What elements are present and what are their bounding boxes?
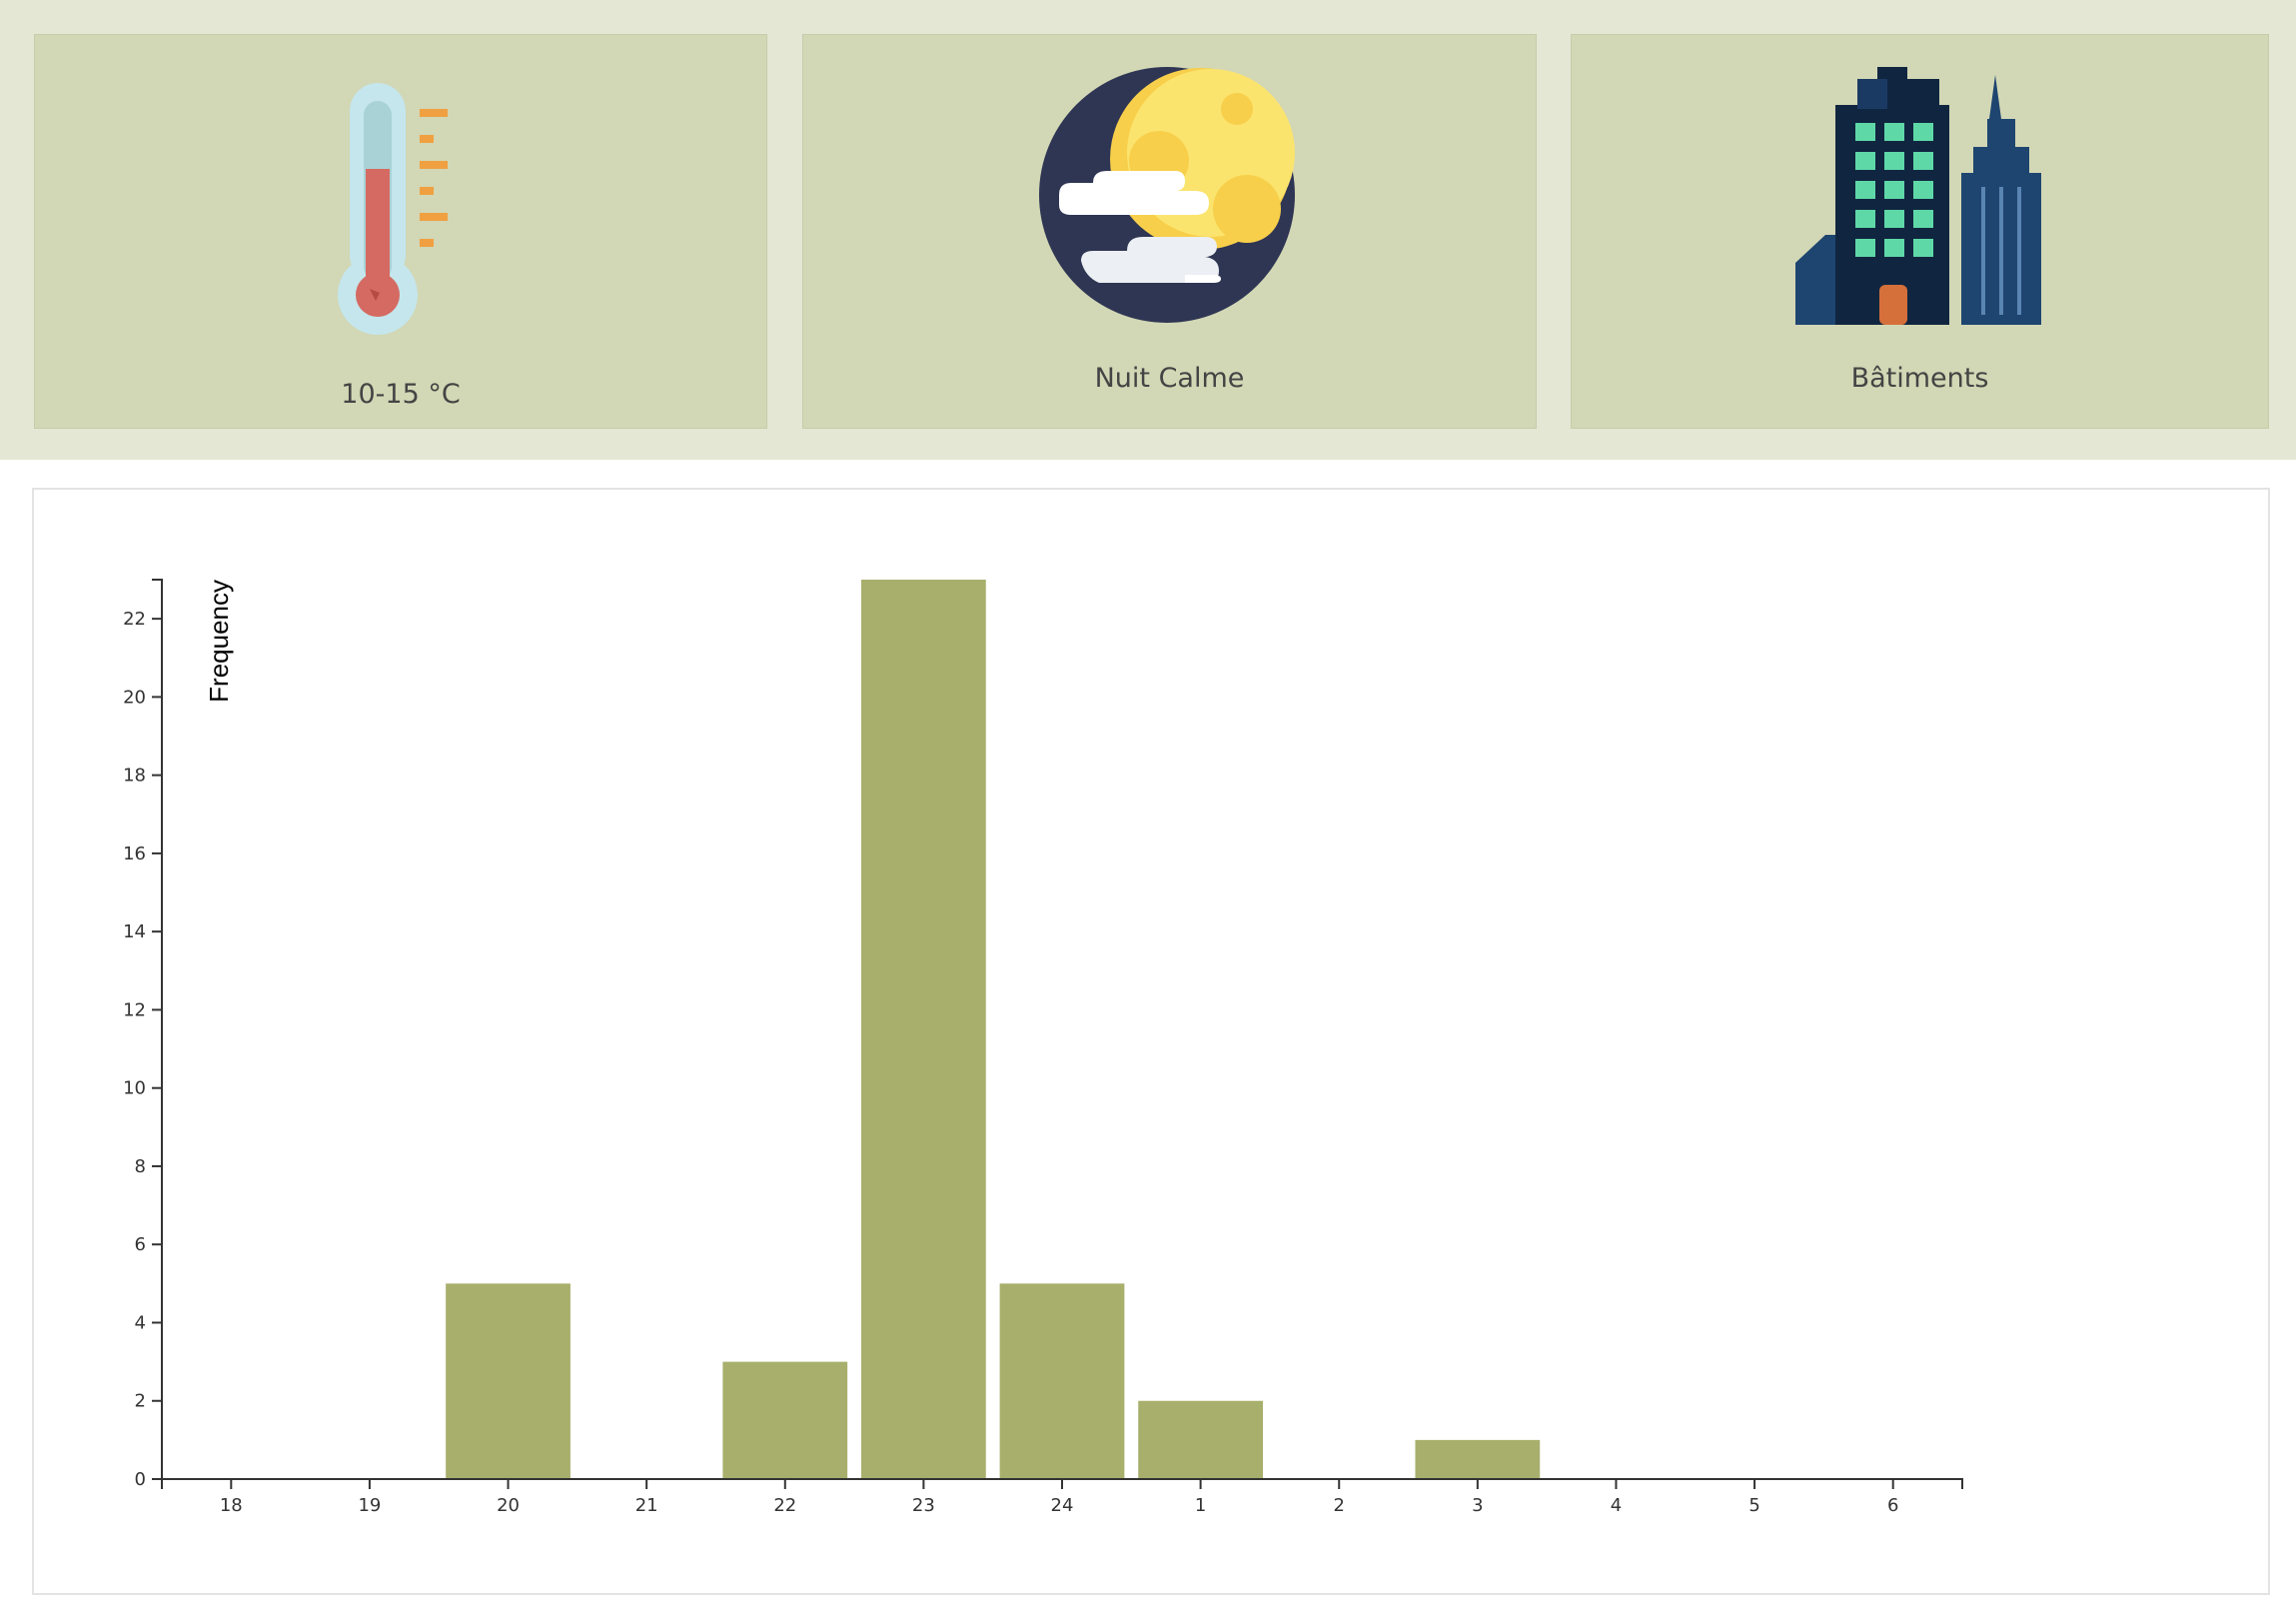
y-tick-label-6: 6 [135, 1234, 146, 1255]
y-tick-label-14: 14 [123, 921, 146, 942]
x-tick-label-2: 2 [1334, 1495, 1345, 1516]
buildings-icon [1794, 67, 2045, 332]
y-tick-label-4: 4 [135, 1312, 146, 1333]
bar-24 [999, 1283, 1125, 1479]
x-tick-label-1: 1 [1195, 1495, 1206, 1516]
y-tick-label-16: 16 [123, 843, 146, 864]
histogram-panel: 0 2 4 6 8 10 12 14 16 18 20 22 18 19 20 21 22 23 24 1 2 3 4 5 6… [32, 488, 2270, 1595]
buildings-card: Bâtiments [1571, 34, 2269, 429]
bar-3 [1415, 1439, 1541, 1479]
temperature-label: 10-15 °C [341, 379, 461, 410]
weather-summary-band: 10-15 °C Nuit Calme [0, 0, 2296, 460]
x-tick-label-18: 18 [220, 1495, 243, 1516]
x-tick-label-3: 3 [1472, 1495, 1483, 1516]
y-tick-label-2: 2 [135, 1391, 146, 1412]
x-tick-label-6: 6 [1887, 1495, 1898, 1516]
x-tick-label-21: 21 [635, 1495, 658, 1516]
y-tick-label-10: 10 [123, 1078, 146, 1099]
y-axis-line [152, 579, 163, 1480]
bar-20 [446, 1283, 571, 1479]
x-tick-label-19: 19 [358, 1495, 381, 1516]
bar-1 [1138, 1400, 1263, 1479]
night-label: Nuit Calme [1094, 363, 1245, 394]
y-axis-title: Frequency [204, 580, 234, 703]
x-tick-label-24: 24 [1051, 1495, 1074, 1516]
y-tick-label-20: 20 [123, 687, 146, 708]
y-tick-label-18: 18 [123, 766, 146, 787]
moon-cloud-icon [1035, 65, 1305, 330]
bar-23 [861, 580, 986, 1479]
bar-22 [722, 1361, 848, 1479]
x-tick-label-5: 5 [1748, 1495, 1759, 1516]
thermometer-icon [336, 83, 466, 348]
y-tick-label-8: 8 [135, 1156, 146, 1177]
buildings-label: Bâtiments [1850, 363, 1989, 394]
x-tick-label-20: 20 [497, 1495, 520, 1516]
y-tick-label-0: 0 [135, 1469, 146, 1490]
night-card: Nuit Calme [802, 34, 1537, 429]
x-tick-label-4: 4 [1611, 1495, 1622, 1516]
x-tick-label-23: 23 [912, 1495, 935, 1516]
temperature-card: 10-15 °C [34, 34, 767, 429]
y-tick-label-22: 22 [123, 609, 146, 630]
y-tick-label-12: 12 [123, 999, 146, 1020]
x-tick-label-22: 22 [773, 1495, 796, 1516]
